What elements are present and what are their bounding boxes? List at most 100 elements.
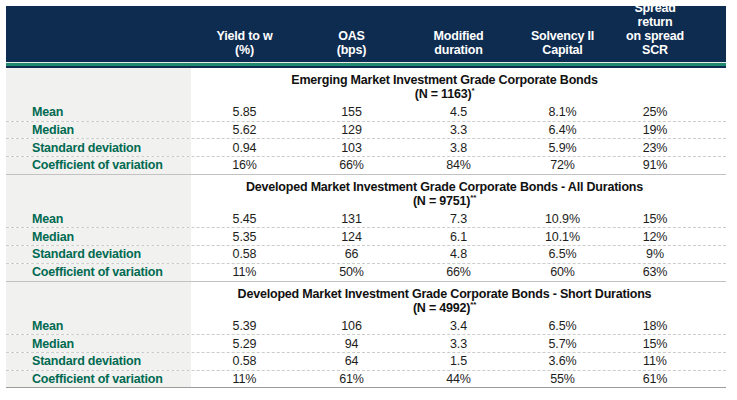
- cell-value: 0.58: [191, 354, 298, 368]
- cell-value: 6.1: [405, 230, 512, 244]
- cell-value: 4.8: [405, 247, 512, 261]
- sample-size-text: (N = 4992): [413, 301, 470, 315]
- cell-value: 64: [298, 354, 405, 368]
- row-label: Median: [6, 228, 191, 245]
- cell-value: 66%: [298, 158, 405, 172]
- cell-value: 11%: [191, 265, 298, 279]
- row-label: Mean: [6, 104, 191, 121]
- cell-value: 1.5: [405, 354, 512, 368]
- section-title-area: Emerging Market Investment Grade Corpora…: [191, 68, 726, 104]
- cell-value: 66%: [405, 265, 512, 279]
- cell-value: 16%: [191, 158, 298, 172]
- cell-value: 3.3: [405, 337, 512, 351]
- cell-value: 6.5%: [512, 319, 619, 333]
- cell-value: 5.85: [191, 105, 298, 119]
- column-header-text: Yield to w: [191, 29, 298, 43]
- cell-value: 131: [298, 212, 405, 226]
- column-header-3: Modifiedduration: [405, 29, 512, 57]
- row-label: Standard deviation: [6, 353, 191, 370]
- column-header-text: OAS: [298, 29, 405, 43]
- table-row: Mean5.451317.310.9%15%: [6, 211, 726, 229]
- cell-value: 12%: [619, 230, 726, 244]
- table-row: Coefficient of variation16%66%84%72%91%: [6, 157, 726, 175]
- cell-value: 5.62: [191, 123, 298, 137]
- column-header-1: Yield to w(%): [191, 29, 298, 57]
- table-body: Emerging Market Investment Grade Corpora…: [6, 68, 726, 388]
- cell-value: 5.29: [191, 337, 298, 351]
- cell-value: 23%: [619, 141, 726, 155]
- cell-value: 25%: [619, 105, 726, 119]
- cell-value: 15%: [619, 212, 726, 226]
- label-column-spacer: [6, 175, 191, 211]
- cell-value: 0.58: [191, 247, 298, 261]
- column-header-5: Spread returnon spread SCR: [619, 1, 726, 57]
- cell-value: 10.1%: [512, 230, 619, 244]
- cell-value: 11%: [619, 354, 726, 368]
- cell-value: 7.3: [405, 212, 512, 226]
- cell-value: 106: [298, 319, 405, 333]
- cell-value: 5.35: [191, 230, 298, 244]
- cell-value: 66: [298, 247, 405, 261]
- column-header-text: on spread SCR: [619, 29, 691, 57]
- cell-value: 103: [298, 141, 405, 155]
- cell-value: 3.8: [405, 141, 512, 155]
- cell-value: 15%: [619, 337, 726, 351]
- row-label: Mean: [6, 318, 191, 335]
- cell-value: 6.5%: [512, 247, 619, 261]
- table-row: Median5.29943.35.7%15%: [6, 335, 726, 353]
- label-column-spacer: [6, 68, 191, 104]
- table-row: Mean5.391063.46.5%18%: [6, 318, 726, 336]
- table-row: Mean5.851554.58.1%25%: [6, 104, 726, 122]
- row-label: Standard deviation: [6, 139, 191, 156]
- sample-size-text: (N = 9751): [413, 194, 470, 208]
- table-row: Standard deviation0.58641.53.6%11%: [6, 353, 726, 371]
- cell-value: 129: [298, 123, 405, 137]
- row-label: Median: [6, 122, 191, 139]
- section-title-row: Emerging Market Investment Grade Corpora…: [6, 68, 726, 104]
- section-title: Developed Market Investment Grade Corpor…: [191, 287, 698, 301]
- cell-value: 94: [298, 337, 405, 351]
- section-title: Emerging Market Investment Grade Corpora…: [191, 73, 698, 87]
- bond-statistics-table: Yield to w(%)OAS(bps)ModifieddurationSol…: [6, 6, 726, 388]
- cell-value: 5.45: [191, 212, 298, 226]
- cell-value: 50%: [298, 265, 405, 279]
- cell-value: 124: [298, 230, 405, 244]
- cell-value: 84%: [405, 158, 512, 172]
- cell-value: 44%: [405, 372, 512, 386]
- table-header-row: Yield to w(%)OAS(bps)ModifieddurationSol…: [6, 6, 726, 62]
- section-title-area: Developed Market Investment Grade Corpor…: [191, 282, 726, 318]
- cell-value: 3.4: [405, 319, 512, 333]
- table-row: Standard deviation0.941033.85.9%23%: [6, 139, 726, 157]
- column-header-text: duration: [405, 43, 512, 57]
- table-row: Standard deviation0.58664.86.5%9%: [6, 246, 726, 264]
- cell-value: 11%: [191, 372, 298, 386]
- cell-value: 72%: [512, 158, 619, 172]
- column-header-4: Solvency IICapital: [512, 29, 619, 57]
- cell-value: 61%: [619, 372, 726, 386]
- column-header-text: Spread return: [619, 1, 691, 29]
- footnote-marker: **: [470, 299, 476, 308]
- cell-value: 19%: [619, 123, 726, 137]
- column-header-text: Solvency II: [512, 29, 613, 43]
- column-header-text: Capital: [512, 43, 613, 57]
- section-sample-size: (N = 9751)**: [191, 194, 698, 208]
- row-label: Standard deviation: [6, 246, 191, 263]
- sample-size-text: (N = 1163): [415, 87, 472, 101]
- cell-value: 8.1%: [512, 105, 619, 119]
- row-label: Coefficient of variation: [6, 264, 191, 281]
- column-header-2: OAS(bps): [298, 29, 405, 57]
- table-row: Median5.351246.110.1%12%: [6, 228, 726, 246]
- cell-value: 63%: [619, 265, 726, 279]
- cell-value: 9%: [619, 247, 726, 261]
- table-row: Coefficient of variation11%50%66%60%63%: [6, 264, 726, 282]
- cell-value: 91%: [619, 158, 726, 172]
- column-header-text: (bps): [298, 43, 405, 57]
- cell-value: 18%: [619, 319, 726, 333]
- cell-value: 55%: [512, 372, 619, 386]
- section-title-area: Developed Market Investment Grade Corpor…: [191, 175, 726, 211]
- row-label: Coefficient of variation: [6, 371, 191, 388]
- footnote-marker: **: [470, 193, 476, 202]
- footnote-marker: *: [471, 86, 474, 95]
- section-sample-size: (N = 4992)**: [191, 301, 698, 315]
- cell-value: 5.9%: [512, 141, 619, 155]
